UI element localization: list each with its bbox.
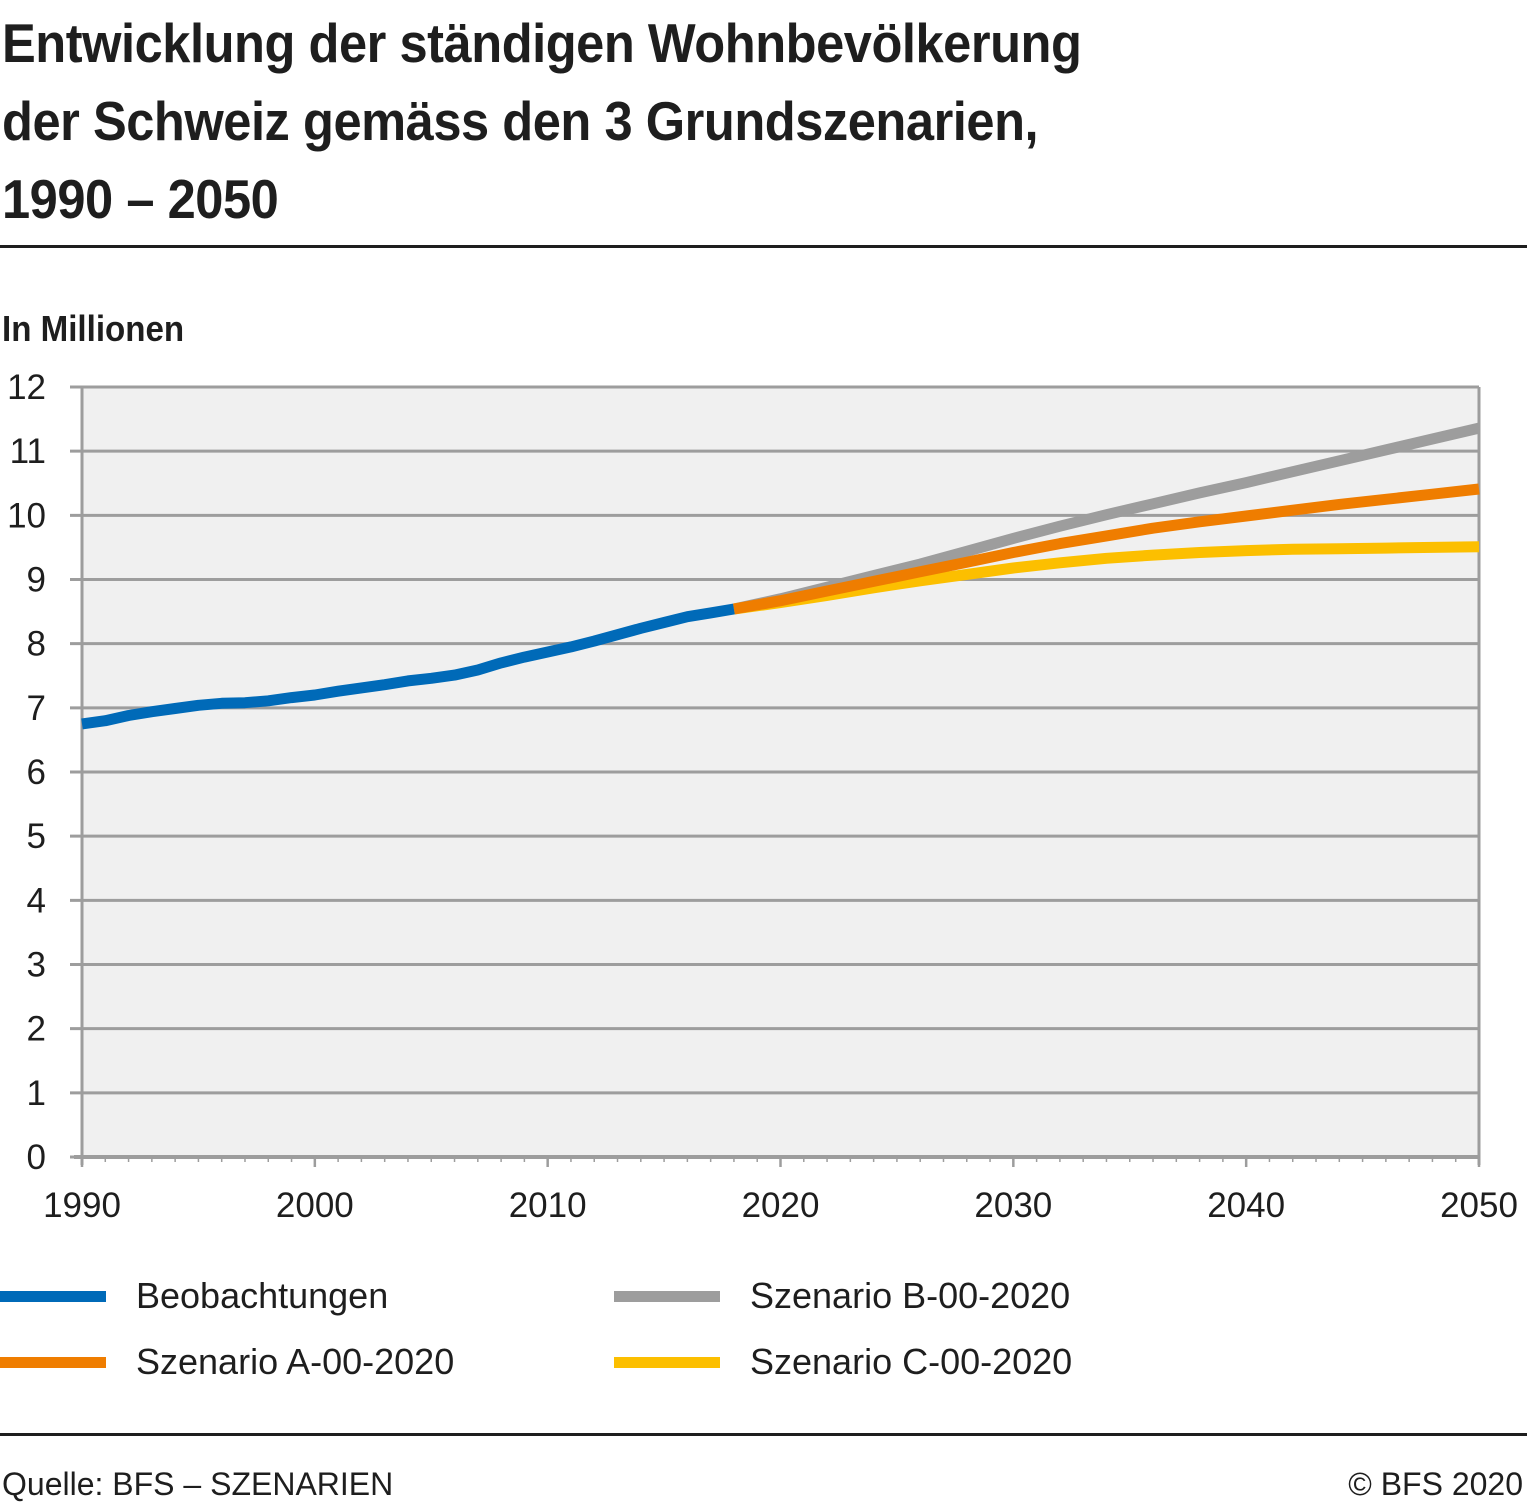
x-tick-label: 2010 xyxy=(509,1186,587,1225)
y-tick-label: 1 xyxy=(27,1074,46,1113)
y-tick-label: 4 xyxy=(27,881,46,920)
x-tick-label: 2020 xyxy=(742,1186,820,1225)
legend-label: Szenario C-00-2020 xyxy=(750,1341,1073,1382)
y-tick-label: 10 xyxy=(7,496,46,535)
legend-label: Szenario A-00-2020 xyxy=(136,1341,455,1382)
chart-title-line: der Schweiz gemäss den 3 Grundszenarien, xyxy=(2,90,1039,152)
chart-title: Entwicklung der ständigen Wohnbevölkerun… xyxy=(2,4,1382,238)
x-tick-label: 1990 xyxy=(43,1186,121,1225)
y-tick-label: 7 xyxy=(27,689,46,728)
y-tick-label: 12 xyxy=(7,368,46,407)
y-tick-label: 11 xyxy=(10,432,46,471)
copyright-note: © BFS 2020 xyxy=(1348,1466,1523,1502)
x-tick-label: 2030 xyxy=(974,1186,1052,1225)
series-line-szenario-a-00-2020 xyxy=(732,483,1480,615)
legend-item-szenario-a: Szenario A-00-2020 xyxy=(0,1334,454,1390)
y-tick-label: 0 xyxy=(27,1138,46,1177)
source-note: Quelle: BFS – SZENARIEN xyxy=(2,1466,394,1502)
chart-title-line: Entwicklung der ständigen Wohnbevölkerun… xyxy=(2,12,1082,74)
footer-divider xyxy=(0,1433,1527,1436)
legend-item-szenario-c: Szenario C-00-2020 xyxy=(614,1334,1072,1390)
y-tick-label: 5 xyxy=(27,817,46,856)
series-line-beobachtungen xyxy=(81,603,735,730)
y-tick-label: 9 xyxy=(27,561,46,600)
chart-legend: Beobachtungen Szenario B-00-2020 Szenari… xyxy=(0,1268,1527,1408)
legend-label: Szenario B-00-2020 xyxy=(750,1275,1071,1316)
legend-swatch xyxy=(614,1290,720,1302)
x-tick-label: 2040 xyxy=(1207,1186,1285,1225)
y-tick-label: 2 xyxy=(27,1010,46,1049)
legend-label: Beobachtungen xyxy=(136,1275,389,1316)
series-line-szenario-c-00-2020 xyxy=(733,541,1480,615)
legend-item-beobachtungen: Beobachtungen xyxy=(0,1268,388,1324)
title-divider xyxy=(0,245,1527,248)
y-tick-label: 3 xyxy=(27,946,46,985)
y-axis-unit-label: In Millionen xyxy=(2,308,185,349)
legend-swatch xyxy=(0,1356,106,1368)
legend-item-szenario-b: Szenario B-00-2020 xyxy=(614,1268,1070,1324)
y-tick-label: 6 xyxy=(27,753,46,792)
legend-swatch xyxy=(614,1356,720,1368)
legend-swatch xyxy=(0,1290,106,1302)
x-tick-label: 2000 xyxy=(276,1186,354,1225)
x-tick-label: 2050 xyxy=(1440,1186,1518,1225)
y-tick-label: 8 xyxy=(27,625,46,664)
chart-title-line: 1990 – 2050 xyxy=(2,168,279,230)
